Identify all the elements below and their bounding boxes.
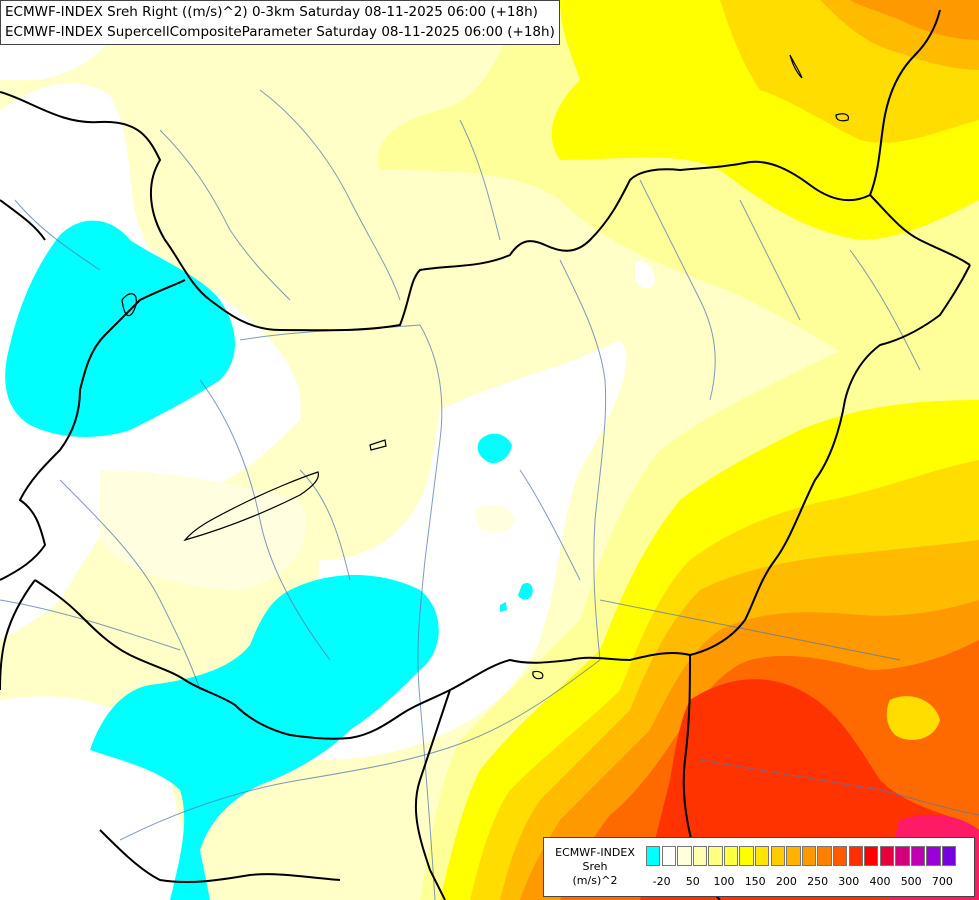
legend-title-variable: Sreh [582, 860, 608, 873]
legend-tick-label: 300 [838, 875, 860, 888]
legend-swatch [848, 846, 863, 866]
sreh-field-white-spot-center [635, 261, 655, 289]
legend-title-source: ECMWF-INDEX [555, 846, 635, 859]
lake-small-3 [835, 113, 850, 122]
legend-swatch [895, 846, 910, 866]
legend-swatch [646, 846, 661, 866]
sreh-field-light-spot-east [886, 696, 940, 740]
legend-tick-label: 700 [931, 875, 953, 888]
legend-tick-label: 200 [775, 875, 797, 888]
legend-swatch [817, 846, 832, 866]
sreh-field-cyan-south [90, 575, 439, 900]
legend-swatch [864, 846, 879, 866]
title-line-scp: ECMWF-INDEX SupercellCompositeParameter … [5, 24, 555, 40]
legend-swatch [677, 846, 692, 866]
border-southwest [414, 689, 451, 900]
lake-balaton [183, 471, 320, 542]
lake-small-1 [369, 439, 387, 451]
legend-swatch [661, 846, 676, 866]
border-south-west [0, 579, 36, 691]
map-title-box: ECMWF-INDEX Sreh Right ((m/s)^2) 0-3km S… [0, 0, 560, 45]
legend-swatch [755, 846, 770, 866]
legend-swatch [879, 846, 895, 866]
title-line-sreh: ECMWF-INDEX Sreh Right ((m/s)^2) 0-3km S… [5, 4, 538, 20]
lakes [121, 54, 850, 680]
legend-swatch [708, 846, 723, 866]
rivers [0, 89, 979, 900]
legend-tick-label: 150 [744, 875, 766, 888]
sreh-field-cyan-spot-tiny [500, 602, 507, 612]
legend-tick-label: -20 [652, 875, 671, 888]
legend-swatch [941, 846, 957, 866]
legend-title: ECMWF-INDEX Sreh (m/s)^2 [548, 846, 642, 888]
sreh-field-cyan-spot-center [477, 433, 512, 464]
legend-swatch [692, 846, 708, 866]
border-east-north [869, 9, 941, 196]
legend-swatch [770, 846, 786, 866]
legend-swatch [723, 846, 739, 866]
legend-tick-label: 50 [685, 875, 700, 888]
legend-title-unit: (m/s)^2 [572, 874, 618, 887]
legend-tick-label: 100 [713, 875, 735, 888]
legend-swatches [646, 846, 958, 866]
border-southwest-2 [99, 829, 341, 884]
legend-swatch [910, 846, 926, 866]
sreh-field-orange-north [850, 0, 979, 40]
lake-small-5 [532, 670, 544, 680]
legend-swatch [832, 846, 848, 866]
border-north [0, 91, 971, 332]
border-south [34, 579, 691, 740]
lake-small-4 [121, 293, 137, 317]
sreh-field-light-yellow-west [100, 470, 307, 590]
legend-swatch [786, 846, 801, 866]
legend-tick-label: 500 [900, 875, 922, 888]
legend-swatch [926, 846, 941, 866]
color-legend: ECMWF-INDEX Sreh (m/s)^2 -20 50 100 150 200 2… [543, 837, 975, 897]
lake-small-2 [789, 54, 803, 79]
country-borders [0, 9, 971, 900]
border-east [689, 264, 971, 656]
sreh-field-lightyellow-spot [475, 504, 515, 533]
legend-tick-label: 400 [869, 875, 891, 888]
legend-swatch [739, 846, 754, 866]
border-northwest [0, 199, 46, 241]
sreh-field-cyan-spot-small [518, 583, 533, 600]
sreh-field-cyan-west [5, 220, 236, 437]
legend-tick-label: 250 [807, 875, 829, 888]
legend-swatch [801, 846, 817, 866]
legend-ticks: -20 50 100 150 200 250 300 400 500 700 [646, 875, 971, 891]
